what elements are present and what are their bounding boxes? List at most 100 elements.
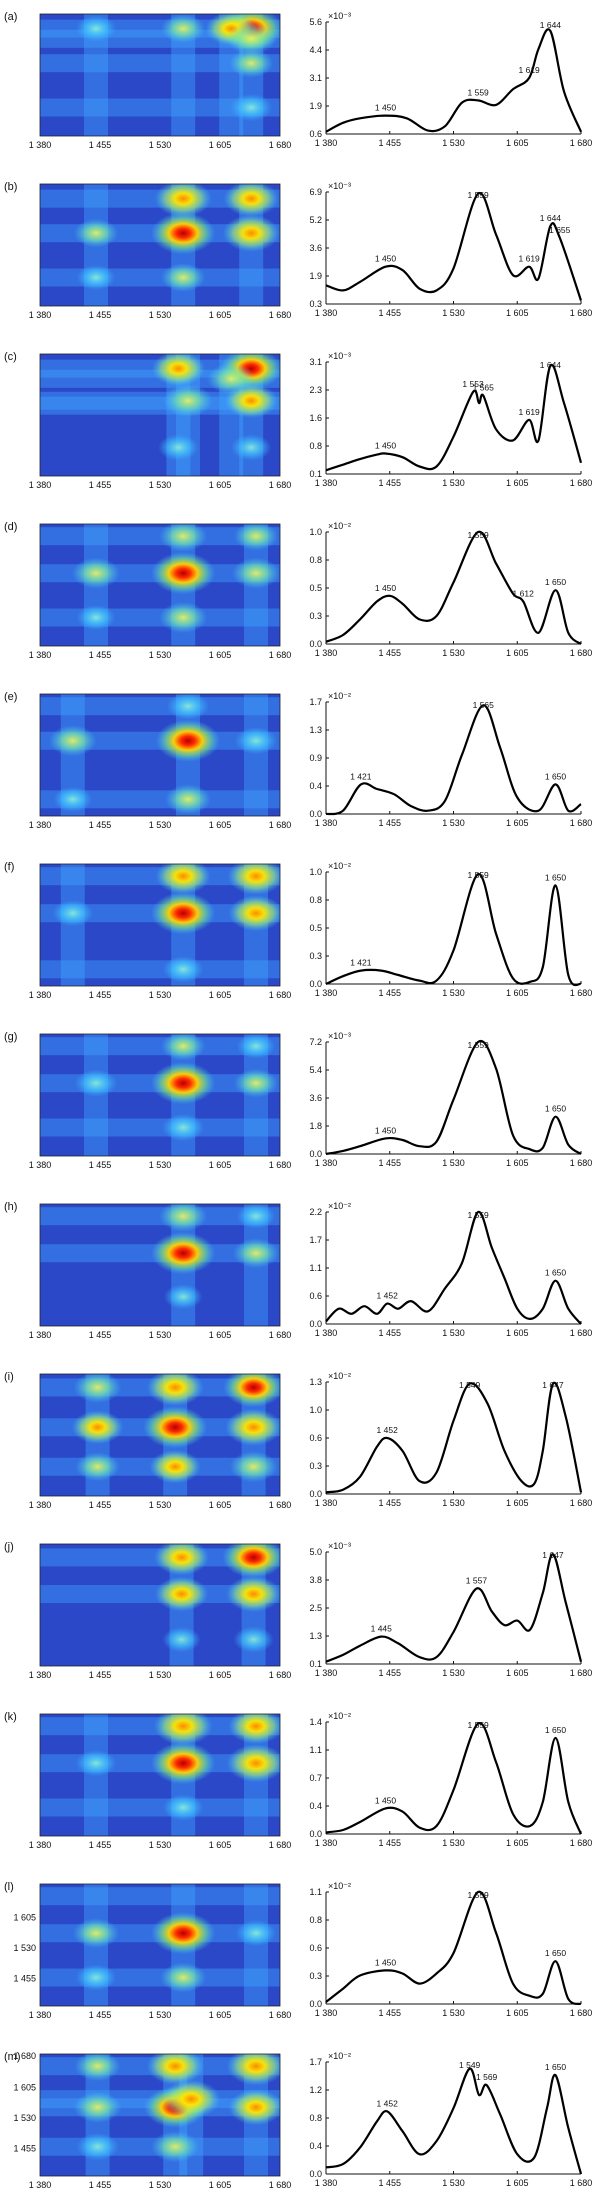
y-tick-label: 3.1 <box>309 357 322 367</box>
spectrum: ×10⁻² 0.0 0.6 1.1 1.7 2.2 1 380 1 455 1 530 1 605… <box>309 1201 592 1338</box>
x-tick-label: 1 680 <box>570 1668 593 1678</box>
x-tick-label: 1 530 <box>442 1668 465 1678</box>
heat-spot <box>72 557 120 589</box>
y-multiplier: ×10⁻² <box>328 1371 351 1381</box>
y-tick-label: 0.6 <box>309 1433 322 1443</box>
peak-label: 1 421 <box>350 958 372 968</box>
x-tick-label: 1 380 <box>315 478 338 488</box>
heatmap-x-tick: 1 530 <box>149 820 172 830</box>
x-tick-label: 1 680 <box>570 2008 593 2018</box>
heat-spot <box>151 354 205 387</box>
x-tick-label: 1 380 <box>315 1668 338 1678</box>
heatmap-x-tick: 1 380 <box>29 480 52 490</box>
spectrum-line <box>325 192 583 301</box>
spectrum: ×10⁻² 0.0 0.4 0.8 1.2 1.7 1 380 1 455 1 530 1 605… <box>309 2051 592 2188</box>
spectrum: ×10⁻³ 0.1 0.8 1.6 2.3 3.1 1 380 1 455 1 530 1 605… <box>309 351 592 488</box>
heat-spot <box>228 1714 280 1745</box>
ridge-horizontal <box>40 1118 280 1137</box>
heat-spot <box>73 1374 122 1404</box>
heat-spot <box>234 726 278 755</box>
spectrum: ×10⁻² 0.0 0.4 0.9 1.3 1.7 1 380 1 455 1 530 1 605… <box>309 691 592 828</box>
ridge-horizontal <box>40 960 280 979</box>
heat-spot <box>155 1576 209 1612</box>
heatmap-x-tick: 1 380 <box>29 650 52 660</box>
peak-label: 1 644 <box>540 213 562 223</box>
heat-spot <box>146 1374 204 1407</box>
heat-spot <box>163 1284 203 1310</box>
heat-spot <box>228 2089 280 2126</box>
y-tick-label: 0.3 <box>309 611 322 621</box>
y-tick-label: 0.8 <box>309 1915 322 1925</box>
y-tick-label: 1.0 <box>309 867 322 877</box>
y-multiplier: ×10⁻² <box>328 1711 351 1721</box>
heat-spot <box>236 1204 276 1229</box>
heat-spot <box>143 1406 208 1449</box>
panel-d: (d) 1 380 1 455 1 530 1 605 1 680 ×10⁻² 0.0 0.3 0… <box>4 521 592 660</box>
peak-label: 1 450 <box>375 440 397 450</box>
x-tick-label: 1 455 <box>378 818 401 828</box>
heatmap-frame <box>39 863 281 987</box>
x-tick-label: 1 605 <box>506 648 529 658</box>
x-tick-label: 1 605 <box>506 2008 529 2018</box>
y-tick-label: 1.1 <box>309 1887 322 1897</box>
heat-spot <box>232 557 280 589</box>
heatmap-x-tick: 1 605 <box>209 1160 232 1170</box>
heatmap-x-tick: 1 680 <box>269 310 292 320</box>
ridge-horizontal <box>40 790 280 809</box>
heat-spot <box>158 434 199 461</box>
x-tick-label: 1 455 <box>378 1838 401 1848</box>
heat-spot <box>226 22 276 56</box>
heatmap-field <box>40 1884 280 2006</box>
spectrum: ×10⁻³ 0.1 1.3 2.5 3.8 5.0 1 380 1 455 1 530 1 605… <box>309 1541 592 1678</box>
spectrum-line <box>325 1890 582 2006</box>
panel-label: (k) <box>4 1711 17 1723</box>
panel-label: (b) <box>4 181 17 193</box>
x-tick-label: 1 380 <box>315 1158 338 1168</box>
y-tick-label: 2.3 <box>309 385 322 395</box>
x-tick-label: 1 455 <box>378 308 401 318</box>
y-tick-label: 1.7 <box>309 1235 322 1245</box>
peak-label: 1 612 <box>513 588 535 598</box>
x-tick-label: 1 605 <box>506 1668 529 1678</box>
heatmap-x-tick: 1 530 <box>149 310 172 320</box>
heatmap-x-tick: 1 680 <box>269 1160 292 1170</box>
heatmap-x-tick: 1 455 <box>89 820 112 830</box>
y-tick-label: 1.3 <box>309 725 322 735</box>
panel-label: (f) <box>4 861 14 873</box>
heatmap-x-tick: 1 530 <box>149 650 172 660</box>
heat-spot <box>159 524 208 552</box>
x-tick-label: 1 605 <box>506 818 529 828</box>
heat-spot <box>146 2054 204 2085</box>
heatmap-x-tick: 1 530 <box>149 1670 172 1680</box>
x-tick-label: 1 605 <box>506 1498 529 1508</box>
y-tick-label: 1.3 <box>309 1377 322 1387</box>
heat-spot <box>161 2079 221 2119</box>
spectrum: ×10⁻³ 0.6 1.9 3.1 4.4 5.6 1 380 1 455 1 530 1 605… <box>309 11 592 148</box>
peak-label: 1 565 <box>473 700 495 710</box>
heatmap-x-tick: 1 605 <box>209 310 232 320</box>
heatmap-x-tick: 1 455 <box>89 1840 112 1850</box>
heatmap-y-tick: 1 680 <box>13 2051 36 2061</box>
panel-label: (d) <box>4 521 17 533</box>
panel-label: (g) <box>4 1031 17 1043</box>
heat-spot <box>161 1034 206 1061</box>
heatmap: 1 380 1 455 1 530 1 605 1 680 <box>29 863 291 1000</box>
x-tick-label: 1 680 <box>570 988 593 998</box>
heat-spot <box>71 1410 124 1445</box>
heat-spot <box>76 2132 119 2161</box>
x-tick-label: 1 680 <box>570 308 593 318</box>
heat-spot <box>75 1452 120 1482</box>
peak-label: 1 644 <box>540 360 562 370</box>
heatmap: 1 380 1 455 1 530 1 605 1 680 <box>29 1373 291 1510</box>
ridge-horizontal <box>40 54 280 73</box>
spectrum: ×10⁻² 0.0 0.4 0.7 1.1 1.4 1 380 1 455 1 530 1 605… <box>309 1711 592 1848</box>
y-tick-label: 0.1 <box>309 1659 322 1669</box>
y-tick-label: 0.3 <box>309 1461 322 1471</box>
heatmap-x-tick: 1 680 <box>269 2010 292 2020</box>
heatmap-x-tick: 1 380 <box>29 1500 52 1510</box>
y-tick-label: 1.1 <box>309 1745 322 1755</box>
peak-label: 1 559 <box>468 870 490 880</box>
x-tick-label: 1 530 <box>442 648 465 658</box>
heat-spot <box>73 2091 122 2123</box>
